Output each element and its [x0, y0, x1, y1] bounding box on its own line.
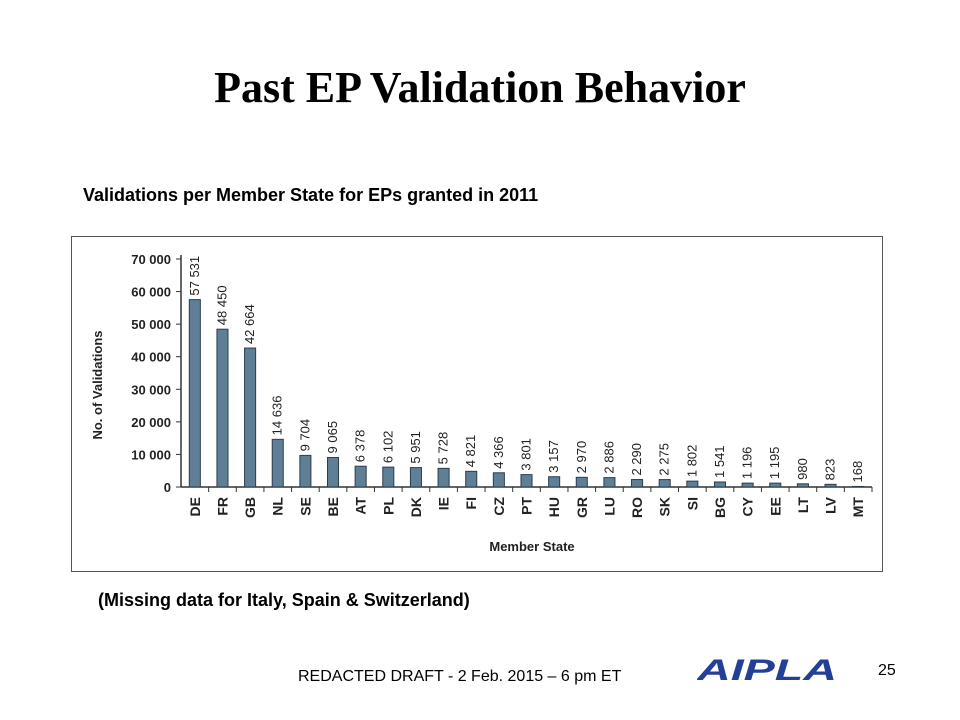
x-tick-label: DK: [408, 497, 424, 517]
bar-dk: [409, 467, 422, 488]
bar-value-label: 6 102: [380, 431, 395, 464]
bar-value-label: 1 802: [684, 445, 699, 478]
x-tick-label: CZ: [491, 497, 507, 516]
x-tick-label: FI: [463, 497, 479, 509]
bar-value-label: 2 970: [574, 441, 589, 474]
y-tick-label: 10 000: [131, 447, 171, 462]
bar-value-label: 4 821: [463, 435, 478, 468]
bar-de: [188, 299, 201, 488]
y-axis: 0 10 000 20 000 30 000 40 000 50 000 60 000 70 …: [131, 252, 182, 495]
bar-bg: [713, 481, 727, 488]
bar-se: [299, 454, 312, 488]
bar-lt: [796, 483, 809, 488]
bar-value-label: 14 636: [270, 396, 285, 436]
bar-fr: [216, 328, 229, 488]
x-tick-label: CY: [740, 496, 756, 516]
bar-value-label: 4 366: [491, 436, 506, 469]
y-axis-label: No. of Validations: [90, 330, 105, 439]
aipla-logo: AIPLA: [697, 654, 837, 686]
bar-ee: [769, 482, 782, 488]
x-tick-label: NL: [270, 497, 286, 516]
x-tick-label: BE: [325, 497, 341, 516]
bar-value-label: 42 664: [242, 304, 257, 344]
chart-frame: 0 10 000 20 000 30 000 40 000 50 000 60 000 70 …: [71, 236, 883, 572]
x-tick-label: SK: [657, 497, 673, 516]
bar-sk: [658, 479, 671, 488]
bar-ie: [437, 467, 450, 488]
y-tick-label: 30 000: [131, 382, 171, 397]
x-tick-label: SE: [297, 497, 313, 516]
y-tick-label: 60 000: [131, 285, 171, 300]
bar-value-labels: 57 531 48 450 42 664 14 636 9 704 9 065 6 378 6…: [187, 256, 865, 483]
bar-gr: [575, 476, 588, 488]
x-tick-label: BG: [712, 497, 728, 518]
bar-ro: [631, 479, 644, 488]
bar-hu: [548, 476, 561, 488]
bar-si: [686, 480, 699, 488]
bar-at: [354, 465, 367, 488]
bar-value-label: 1 195: [767, 447, 782, 480]
x-tick-label: LT: [795, 497, 811, 514]
bar-chart: 0 10 000 20 000 30 000 40 000 50 000 60 000 70 …: [90, 252, 873, 554]
x-tick-label: LU: [601, 497, 617, 516]
svg-text:AIPLA: AIPLA: [697, 654, 837, 686]
y-tick-label: 20 000: [131, 415, 171, 430]
x-tick-label: GR: [574, 497, 590, 518]
x-tick-label: GB: [242, 497, 258, 518]
x-tick-label: SI: [684, 497, 700, 510]
bar-value-label: 9 065: [325, 421, 340, 454]
bar-cy: [741, 482, 754, 488]
bar-value-label: 980: [795, 458, 810, 480]
slide-title: Past EP Validation Behavior: [214, 63, 746, 112]
x-tick-label: AT: [353, 497, 369, 515]
bar-value-label: 3 801: [519, 438, 534, 471]
x-tick-label: EE: [767, 497, 783, 516]
bar-lv: [824, 483, 837, 488]
x-axis: DE FR GB NL SE BE AT PL DK IE FI CZ PT HU GR LU RO SK SI BG…: [181, 486, 873, 518]
bar-value-label: 6 378: [353, 430, 368, 463]
bars: [188, 299, 865, 488]
y-tick-label: 70 000: [131, 252, 171, 267]
y-tick-label: 0: [164, 480, 171, 495]
bar-value-label: 2 275: [657, 443, 672, 476]
bar-value-label: 823: [823, 459, 838, 481]
bar-value-label: 5 951: [408, 431, 423, 464]
page-number: 25: [878, 662, 896, 679]
bar-value-label: 2 290: [629, 443, 644, 476]
bar-nl: [271, 438, 284, 488]
x-tick-label: IE: [436, 497, 452, 510]
chart-caption: Validations per Member State for EPs gra…: [83, 185, 539, 205]
bar-value-label: 3 157: [546, 440, 561, 473]
bar-value-label: 1 196: [740, 447, 755, 480]
bar-cz: [492, 472, 505, 488]
x-tick-label: DE: [187, 497, 203, 516]
bar-pt: [520, 474, 533, 488]
bar-fi: [465, 470, 478, 488]
bar-be: [326, 456, 340, 488]
x-tick-label: FR: [214, 497, 230, 516]
bar-value-label: 9 704: [297, 419, 312, 452]
bar-value-label: 5 728: [436, 432, 451, 465]
bar-value-label: 1 541: [712, 445, 727, 478]
bar-gb: [244, 347, 257, 488]
x-tick-label: MT: [850, 497, 866, 518]
bar-lu: [603, 477, 616, 488]
x-tick-label: PL: [380, 497, 396, 515]
y-tick-label: 40 000: [131, 350, 171, 365]
x-tick-label: LV: [823, 496, 839, 514]
x-tick-label: RO: [629, 497, 645, 518]
x-tick-label: HU: [546, 497, 562, 517]
bar-value-label: 2 886: [601, 441, 616, 474]
missing-data-note: (Missing data for Italy, Spain & Switzer…: [98, 590, 470, 610]
bar-value-label: 168: [850, 461, 865, 483]
bar-pl: [382, 466, 395, 488]
bar-mt: [852, 485, 865, 488]
y-tick-label: 50 000: [131, 317, 171, 332]
x-axis-label: Member State: [489, 539, 574, 554]
bar-value-label: 57 531: [187, 256, 202, 296]
x-tick-label: PT: [519, 497, 535, 515]
bar-value-label: 48 450: [214, 285, 229, 325]
footer-text: REDACTED DRAFT - 2 Feb. 2015 – 6 pm ET: [298, 668, 622, 685]
